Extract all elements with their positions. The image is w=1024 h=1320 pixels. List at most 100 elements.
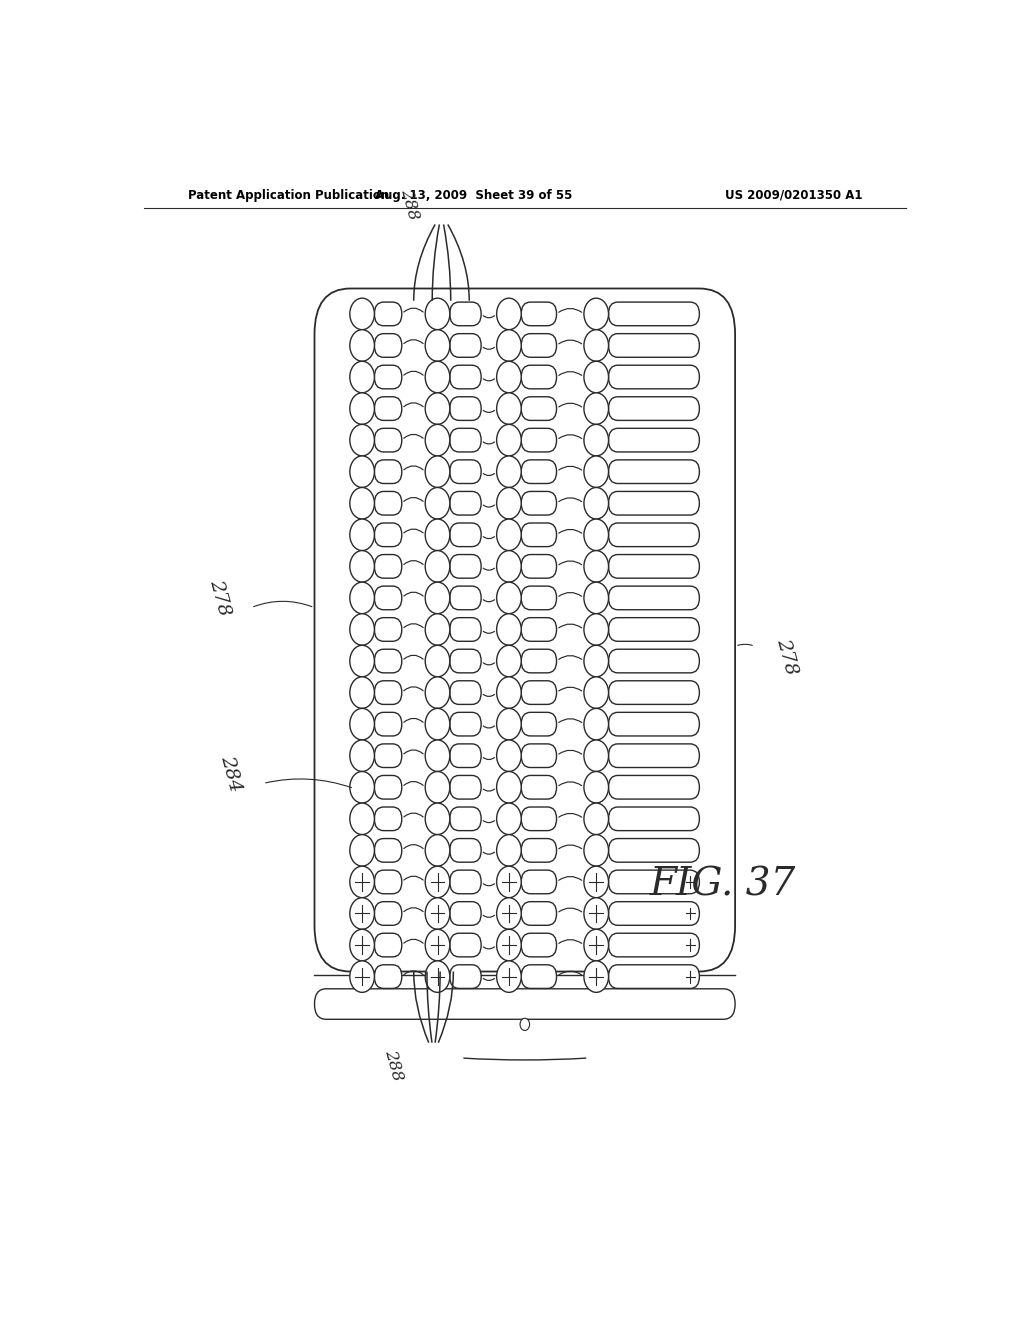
- FancyBboxPatch shape: [450, 334, 481, 358]
- FancyBboxPatch shape: [450, 366, 481, 389]
- Circle shape: [584, 550, 608, 582]
- FancyBboxPatch shape: [375, 554, 401, 578]
- FancyBboxPatch shape: [608, 681, 699, 705]
- FancyBboxPatch shape: [375, 302, 401, 326]
- FancyBboxPatch shape: [521, 523, 557, 546]
- FancyBboxPatch shape: [375, 649, 401, 673]
- Circle shape: [584, 330, 608, 362]
- Circle shape: [584, 519, 608, 550]
- FancyBboxPatch shape: [608, 586, 699, 610]
- Circle shape: [350, 330, 375, 362]
- Circle shape: [350, 741, 375, 771]
- FancyBboxPatch shape: [375, 933, 401, 957]
- Circle shape: [520, 1018, 529, 1031]
- Circle shape: [497, 487, 521, 519]
- Circle shape: [350, 677, 375, 709]
- FancyBboxPatch shape: [608, 902, 699, 925]
- FancyBboxPatch shape: [608, 744, 699, 767]
- Circle shape: [425, 803, 450, 834]
- Circle shape: [584, 803, 608, 834]
- FancyBboxPatch shape: [450, 713, 481, 737]
- Circle shape: [425, 961, 450, 993]
- Text: FIG. 37: FIG. 37: [650, 867, 797, 904]
- FancyBboxPatch shape: [521, 713, 557, 737]
- Circle shape: [425, 614, 450, 645]
- Circle shape: [350, 487, 375, 519]
- FancyBboxPatch shape: [521, 586, 557, 610]
- Circle shape: [425, 866, 450, 898]
- Circle shape: [497, 614, 521, 645]
- Circle shape: [497, 709, 521, 741]
- FancyBboxPatch shape: [521, 681, 557, 705]
- Circle shape: [497, 425, 521, 455]
- Circle shape: [584, 582, 608, 614]
- Circle shape: [425, 677, 450, 709]
- Circle shape: [350, 866, 375, 898]
- FancyBboxPatch shape: [375, 713, 401, 737]
- FancyBboxPatch shape: [608, 397, 699, 420]
- Circle shape: [584, 866, 608, 898]
- FancyBboxPatch shape: [608, 334, 699, 358]
- Circle shape: [425, 834, 450, 866]
- Circle shape: [584, 709, 608, 741]
- Text: 288: 288: [382, 1048, 407, 1082]
- Circle shape: [497, 645, 521, 677]
- FancyBboxPatch shape: [608, 428, 699, 451]
- FancyBboxPatch shape: [450, 681, 481, 705]
- FancyBboxPatch shape: [375, 618, 401, 642]
- FancyBboxPatch shape: [608, 965, 699, 989]
- Circle shape: [497, 362, 521, 393]
- FancyBboxPatch shape: [521, 870, 557, 894]
- FancyBboxPatch shape: [375, 744, 401, 767]
- FancyBboxPatch shape: [450, 428, 481, 451]
- FancyBboxPatch shape: [375, 965, 401, 989]
- FancyBboxPatch shape: [521, 334, 557, 358]
- Circle shape: [425, 519, 450, 550]
- FancyBboxPatch shape: [450, 397, 481, 420]
- Circle shape: [584, 741, 608, 771]
- FancyBboxPatch shape: [375, 838, 401, 862]
- Circle shape: [584, 362, 608, 393]
- Circle shape: [350, 645, 375, 677]
- FancyBboxPatch shape: [450, 933, 481, 957]
- FancyBboxPatch shape: [521, 902, 557, 925]
- Circle shape: [497, 677, 521, 709]
- Circle shape: [350, 929, 375, 961]
- Circle shape: [584, 834, 608, 866]
- Circle shape: [425, 741, 450, 771]
- FancyBboxPatch shape: [521, 554, 557, 578]
- Circle shape: [350, 614, 375, 645]
- FancyBboxPatch shape: [375, 523, 401, 546]
- Circle shape: [584, 645, 608, 677]
- Text: 284: 284: [218, 754, 245, 793]
- Circle shape: [584, 771, 608, 803]
- FancyBboxPatch shape: [450, 744, 481, 767]
- FancyBboxPatch shape: [521, 397, 557, 420]
- Circle shape: [425, 550, 450, 582]
- Text: 278: 278: [773, 636, 800, 677]
- FancyBboxPatch shape: [450, 902, 481, 925]
- FancyBboxPatch shape: [521, 302, 557, 326]
- FancyBboxPatch shape: [608, 459, 699, 483]
- Circle shape: [497, 741, 521, 771]
- FancyBboxPatch shape: [608, 302, 699, 326]
- FancyBboxPatch shape: [521, 838, 557, 862]
- FancyBboxPatch shape: [608, 775, 699, 799]
- FancyBboxPatch shape: [608, 523, 699, 546]
- FancyBboxPatch shape: [450, 870, 481, 894]
- Circle shape: [350, 771, 375, 803]
- Circle shape: [350, 362, 375, 393]
- FancyBboxPatch shape: [608, 838, 699, 862]
- FancyBboxPatch shape: [450, 586, 481, 610]
- Circle shape: [497, 866, 521, 898]
- Circle shape: [497, 929, 521, 961]
- Circle shape: [350, 298, 375, 330]
- FancyBboxPatch shape: [314, 289, 735, 972]
- Circle shape: [497, 582, 521, 614]
- Circle shape: [425, 425, 450, 455]
- FancyBboxPatch shape: [375, 586, 401, 610]
- Circle shape: [350, 803, 375, 834]
- Circle shape: [350, 898, 375, 929]
- Circle shape: [350, 834, 375, 866]
- Circle shape: [425, 709, 450, 741]
